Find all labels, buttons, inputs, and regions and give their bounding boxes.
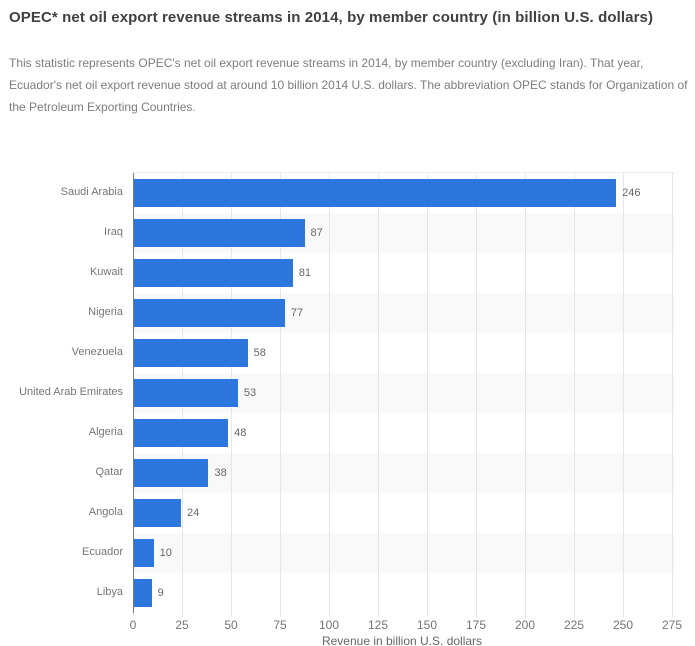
chart-header: OPEC* net oil export revenue streams in … [9, 6, 689, 118]
x-tick-label: 175 [465, 618, 487, 632]
value-label: 58 [253, 347, 266, 359]
category-labels: Saudi Arabia Iraq Kuwait Nigeria Venezuela Un… [0, 172, 123, 612]
x-tick-label: 250 [612, 618, 634, 632]
category-label: United Arab Emirates [19, 386, 123, 398]
gridline [427, 173, 428, 617]
category-label: Ecuador [82, 546, 123, 558]
value-label: 38 [214, 467, 227, 479]
category-label: Qatar [95, 466, 123, 478]
value-label: 81 [298, 267, 311, 279]
row-band [133, 533, 675, 573]
bar [134, 179, 617, 207]
chart-description: This statistic represents OPEC's net oil… [9, 56, 688, 114]
row-band [133, 453, 675, 493]
bar [134, 459, 209, 487]
category-label: Venezuela [71, 346, 123, 358]
bar [134, 259, 293, 287]
gridline [378, 173, 379, 617]
x-tick-label: 25 [175, 618, 189, 632]
bar [134, 419, 229, 447]
category-label: Saudi Arabia [60, 186, 123, 198]
gridline [574, 173, 575, 617]
bar-chart: Saudi Arabia Iraq Kuwait Nigeria Venezuela Un… [0, 172, 695, 646]
category-label: Algeria [88, 426, 123, 438]
plot-area: 246 87 81 77 58 53 48 38 24 10 9 [133, 172, 675, 617]
value-label: 77 [290, 307, 304, 319]
bar [134, 219, 305, 247]
row-band [133, 493, 675, 533]
category-label: Iraq [104, 226, 123, 238]
row-band [133, 573, 675, 613]
gridline [280, 173, 281, 617]
gridline [525, 173, 526, 617]
bar [134, 379, 238, 407]
value-label: 87 [310, 227, 323, 239]
category-label: Nigeria [88, 306, 123, 318]
x-tick-label: 125 [367, 618, 389, 632]
value-label: 246 [622, 187, 641, 199]
x-tick-label: 200 [514, 618, 536, 632]
value-label: 53 [243, 387, 257, 399]
gridline [672, 173, 673, 617]
category-label: Kuwait [89, 266, 123, 278]
value-label: 48 [234, 427, 247, 439]
x-tick-label: 75 [273, 618, 287, 632]
x-tick-label: 100 [318, 618, 340, 632]
category-label: Angola [88, 506, 123, 518]
category-label: Libya [96, 586, 123, 598]
x-tick-label: 150 [416, 618, 438, 632]
x-tick-label: 0 [129, 618, 137, 632]
x-tick-label: 225 [563, 618, 585, 632]
y-axis-line [133, 173, 134, 613]
gridline [623, 173, 624, 617]
value-label: 24 [187, 507, 200, 519]
gridline [329, 173, 330, 617]
value-label: 9 [157, 587, 164, 599]
bar [134, 339, 248, 367]
chart-title: OPEC* net oil export revenue streams in … [9, 9, 654, 26]
bar [134, 579, 152, 607]
bar [134, 299, 285, 327]
x-tick-label: 275 [661, 618, 683, 632]
bar [134, 539, 154, 567]
value-label: 10 [159, 547, 172, 559]
x-axis-title: Revenue in billion U.S. dollars [321, 634, 483, 646]
bar [134, 499, 182, 527]
gridline [476, 173, 477, 617]
x-tick-label: 50 [224, 618, 238, 632]
